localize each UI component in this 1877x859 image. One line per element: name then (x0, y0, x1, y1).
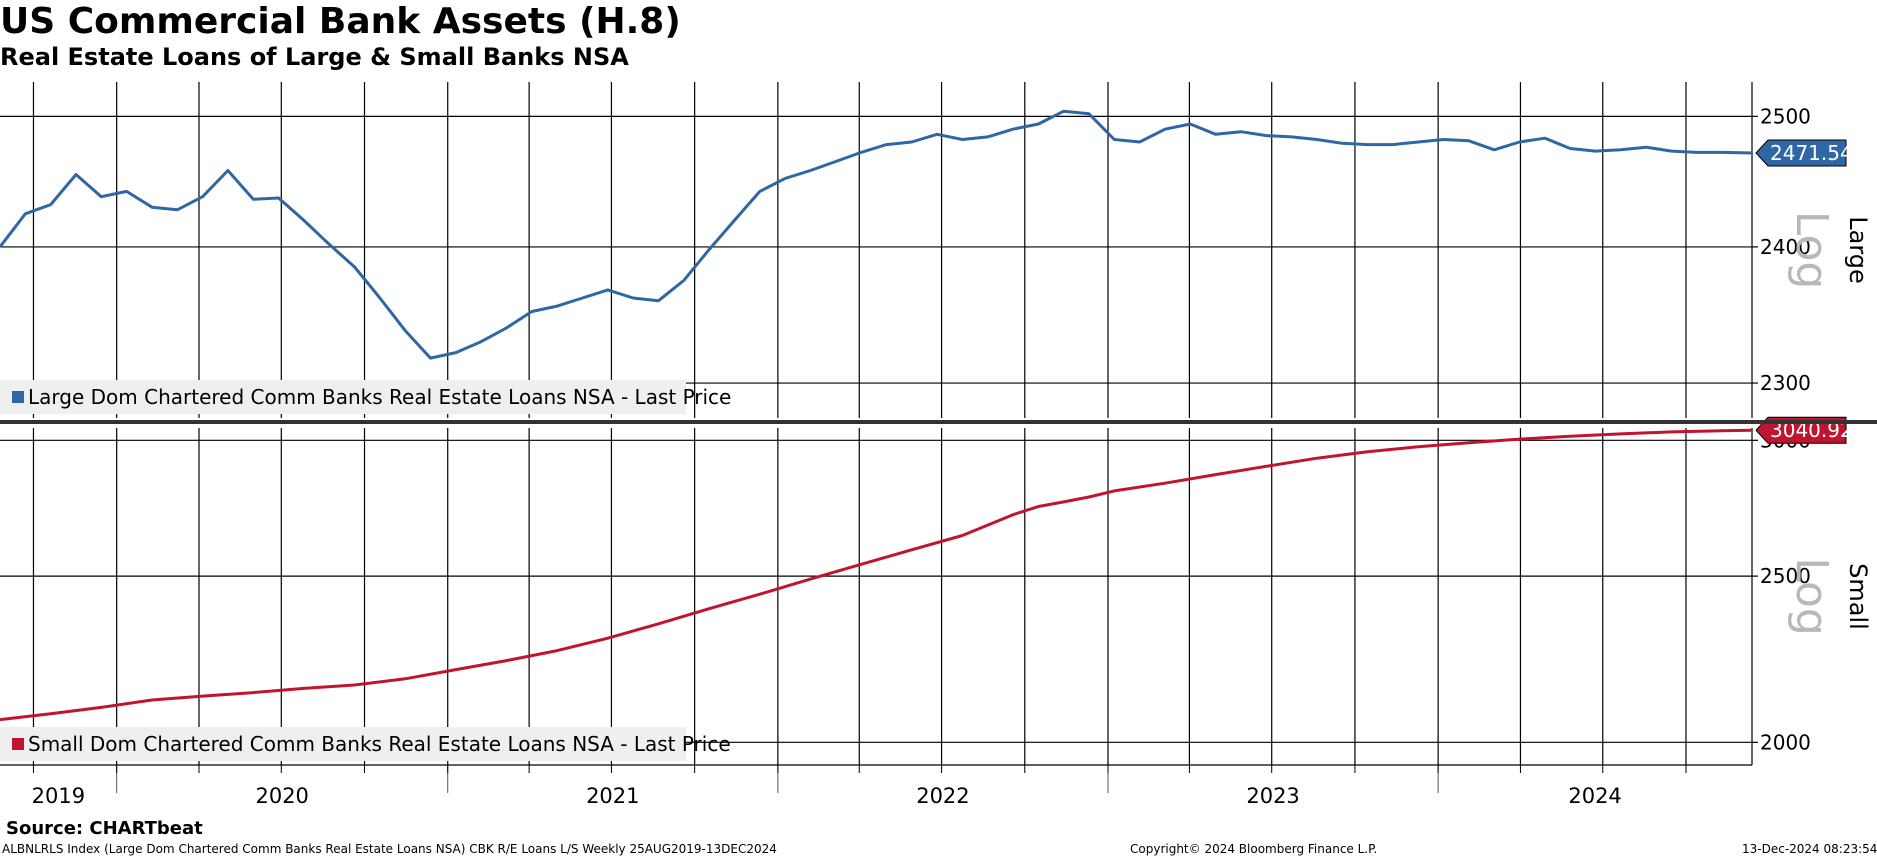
panel-divider (0, 420, 1877, 424)
x-year-label: 2023 (1246, 784, 1299, 808)
last-value-label: 2471.54 (1770, 141, 1853, 165)
log-scale-label: Log (1786, 557, 1837, 636)
chart-title: US Commercial Bank Assets (H.8) (0, 1, 681, 42)
x-year-label: 2021 (586, 784, 639, 808)
legend-label: Small Dom Chartered Comm Banks Real Esta… (28, 732, 731, 756)
panel-name-label: Large (1844, 216, 1872, 284)
x-year-label: 2024 (1568, 784, 1621, 808)
large-banks-series-line (0, 109, 1753, 360)
panel-name-label: Small (1844, 563, 1872, 630)
y-tick-label: 2500 (1760, 104, 1811, 128)
footer-timestamp: 13-Dec-2024 08:23:54 (1742, 842, 1877, 856)
legend-box (0, 380, 686, 414)
legend-swatch (12, 391, 24, 403)
footer-description: ALBNLRLS Index (Large Dom Chartered Comm… (2, 842, 777, 856)
y-tick-label: 2300 (1760, 371, 1811, 395)
y-tick-label: 2500 (1760, 564, 1811, 588)
legend-swatch (12, 738, 24, 750)
last-value-tag (1755, 139, 1847, 167)
log-scale-label: Log (1786, 211, 1837, 290)
x-year-label: 2019 (32, 784, 85, 808)
y-tick-label: 2000 (1760, 730, 1811, 754)
footer-copyright: Copyright© 2024 Bloomberg Finance L.P. (1130, 842, 1378, 856)
source-label: Source: CHARTbeat (6, 818, 203, 839)
legend-label: Large Dom Chartered Comm Banks Real Esta… (28, 385, 731, 409)
chart-subtitle: Real Estate Loans of Large & Small Banks… (0, 43, 629, 71)
small-banks-series-line (0, 428, 1753, 722)
legend-box (0, 727, 686, 761)
x-year-label: 2022 (916, 784, 969, 808)
y-tick-label: 2400 (1760, 235, 1811, 259)
x-year-label: 2020 (255, 784, 308, 808)
